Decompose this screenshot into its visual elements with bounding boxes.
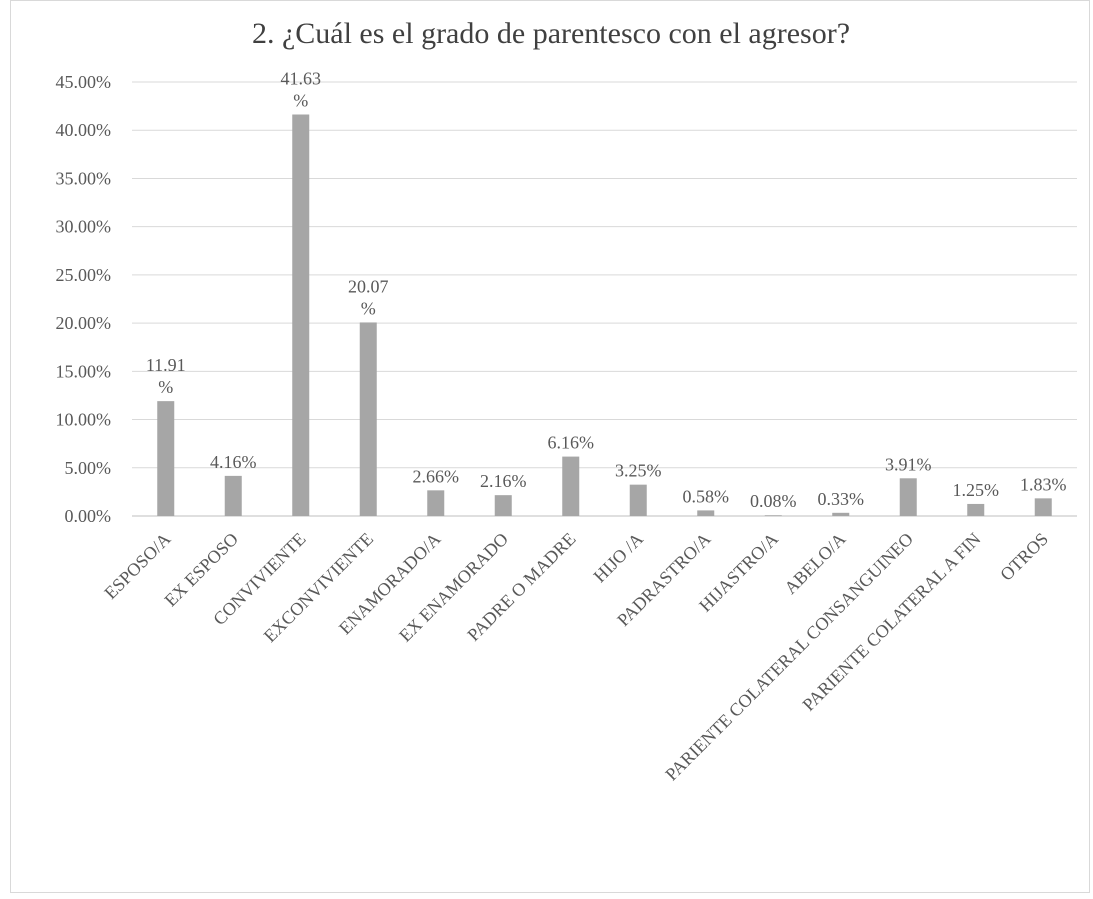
bar — [224, 475, 242, 516]
data-label: 11.91 — [146, 355, 186, 375]
data-label: 41.63 — [281, 69, 322, 89]
x-tick-label: ABELO/A — [780, 529, 849, 598]
data-label: 0.58% — [683, 486, 730, 506]
bar — [629, 484, 647, 516]
data-labels: 11.91%4.16%41.63%20.07%2.66% 2.16%6.16%3.… — [146, 69, 1067, 512]
y-tick-label: 40.00% — [56, 120, 112, 140]
bar — [832, 512, 850, 516]
bars — [157, 114, 1052, 517]
y-tick-label: 25.00% — [56, 265, 112, 285]
x-tick-label: PARIENTE COLATERAL CONSANGUINEO — [661, 529, 917, 785]
data-label: 6.16% — [548, 433, 595, 453]
data-label: 4.16% — [210, 452, 257, 472]
data-label: 2.66% — [413, 466, 460, 486]
y-tick-label: 20.00% — [56, 313, 112, 333]
chart-frame: 2. ¿Cuál es el grado de parentesco con e… — [10, 0, 1090, 893]
y-tick-label: 35.00% — [56, 168, 112, 188]
y-tick-label: 10.00% — [56, 410, 112, 430]
bar — [427, 490, 445, 516]
data-label: 0.08% — [750, 491, 797, 511]
y-tick-label: 5.00% — [65, 458, 112, 478]
bar — [292, 114, 310, 517]
x-tick-label: OTROS — [996, 529, 1052, 585]
x-axis-labels: ESPOSO/AEX ESPOSOCONVIVIENTEEXCONVIVIENT… — [100, 529, 1052, 785]
y-axis-ticks: 0.00% 5.00% 10.00% 15.00% 20.00% 25.00% 30.00%… — [56, 72, 112, 526]
x-tick-label: HIJO /A — [589, 529, 647, 587]
y-tick-label: 30.00% — [56, 217, 112, 237]
data-label: % — [293, 91, 308, 111]
bar-chart: 2. ¿Cuál es el grado de parentesco con e… — [56, 17, 1077, 785]
data-label: 3.25% — [615, 461, 662, 481]
bar — [562, 456, 580, 516]
data-label: 1.83% — [1020, 474, 1067, 494]
y-tick-label: 0.00% — [65, 506, 112, 526]
bar — [697, 510, 715, 516]
data-label: 1.25% — [953, 480, 1000, 500]
bar — [1034, 498, 1052, 516]
y-tick-label: 45.00% — [56, 72, 112, 92]
data-label: 20.07 — [348, 276, 389, 296]
data-label: % — [361, 298, 376, 318]
data-label: 2.16% — [480, 471, 527, 491]
bar — [967, 503, 985, 516]
bar — [899, 478, 917, 516]
gridlines — [132, 81, 1077, 517]
y-tick-label: 15.00% — [56, 361, 112, 381]
data-label: % — [158, 377, 173, 397]
data-label: 3.91% — [885, 454, 932, 474]
bar — [157, 401, 175, 516]
bar — [764, 515, 782, 517]
data-label: 0.33% — [818, 489, 865, 509]
bar — [359, 322, 377, 516]
bar — [494, 495, 512, 516]
chart-title: 2. ¿Cuál es el grado de parentesco con e… — [252, 17, 850, 50]
